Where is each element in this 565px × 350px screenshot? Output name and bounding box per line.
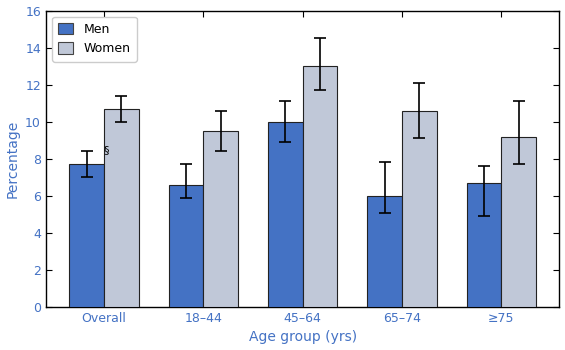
Bar <box>69 164 104 307</box>
Bar <box>402 111 437 307</box>
Legend: Men, Women: Men, Women <box>52 17 137 62</box>
Bar <box>501 136 536 307</box>
Bar <box>104 109 139 307</box>
Text: §: § <box>103 145 109 155</box>
X-axis label: Age group (yrs): Age group (yrs) <box>249 330 357 344</box>
Bar <box>268 122 303 307</box>
Y-axis label: Percentage: Percentage <box>6 120 20 198</box>
Bar <box>467 183 501 307</box>
Bar <box>303 66 337 307</box>
Bar <box>168 185 203 307</box>
Bar <box>367 196 402 307</box>
Bar <box>203 131 238 307</box>
